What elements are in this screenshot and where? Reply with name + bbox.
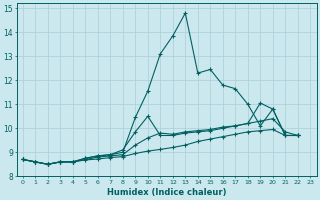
X-axis label: Humidex (Indice chaleur): Humidex (Indice chaleur) — [107, 188, 226, 197]
